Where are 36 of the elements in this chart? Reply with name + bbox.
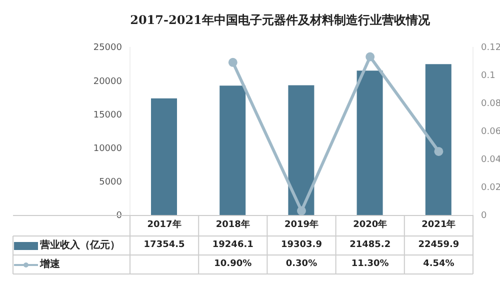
data-label: 19303.9 bbox=[280, 239, 323, 252]
point bbox=[434, 146, 444, 156]
data-label: 11.30% bbox=[350, 258, 390, 271]
x-tick-label: 2020年 bbox=[352, 218, 388, 232]
y2-tick-label: 0.12 bbox=[481, 43, 500, 54]
legend-label: 增速 bbox=[40, 258, 60, 272]
data-label: 22459.9 bbox=[417, 239, 460, 252]
y2-tick-label: 0.08 bbox=[481, 99, 500, 110]
bar bbox=[288, 85, 314, 215]
point bbox=[297, 206, 306, 215]
bar bbox=[151, 98, 177, 215]
x-tick-label: 2021年 bbox=[420, 218, 457, 232]
y2-tick-label: 0 bbox=[481, 211, 487, 222]
x-tick-label: 2018年 bbox=[214, 218, 251, 232]
data-label: 10.90% bbox=[213, 258, 253, 271]
y-tick-label: 5000 bbox=[99, 178, 122, 188]
bar bbox=[356, 70, 383, 215]
data-label: 19246.1 bbox=[211, 239, 254, 252]
data-label: 4.54% bbox=[422, 258, 456, 271]
data-label: 0.30% bbox=[284, 258, 318, 271]
y2-tick-label: 0.02 bbox=[481, 183, 500, 194]
chart-title: 2017-2021年中国电子元器件及材料制造行业营收情况 bbox=[129, 12, 431, 29]
y-tick-label: 10000 bbox=[93, 144, 122, 154]
y-tick-label: 15000 bbox=[93, 110, 122, 120]
bar bbox=[425, 64, 452, 215]
bar bbox=[220, 86, 246, 215]
data-label: 17354.5 bbox=[142, 239, 186, 252]
y-tick-label: 25000 bbox=[93, 43, 122, 54]
x-tick-label: 2019年 bbox=[283, 218, 320, 232]
point bbox=[228, 58, 238, 67]
legend-label: 营业收入（亿元） bbox=[40, 238, 120, 253]
x-tick-label: 2017年 bbox=[146, 218, 182, 232]
y-tick-label: 20000 bbox=[93, 76, 122, 87]
y2-tick-label: 0.1 bbox=[481, 71, 496, 82]
point bbox=[366, 52, 375, 62]
data-label: 21485.2 bbox=[348, 239, 392, 252]
